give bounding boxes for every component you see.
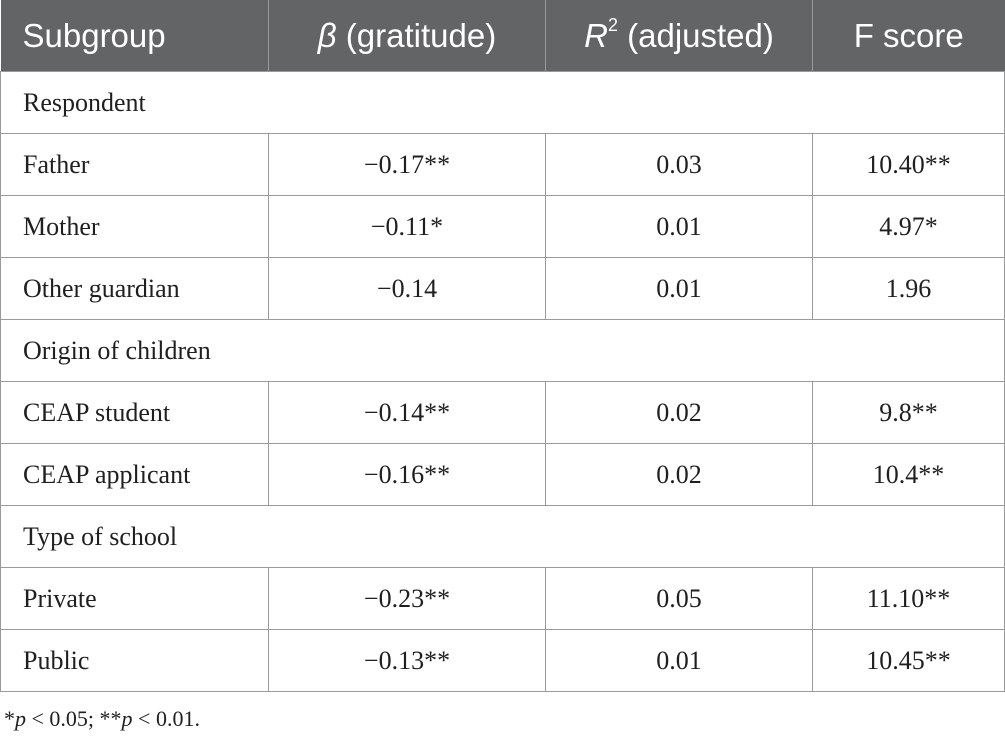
r-squared-cell: 0.02: [545, 443, 813, 506]
header-row: Subgroup β (gratitude) R2 (adjusted) F s…: [0, 0, 1005, 72]
beta-cell: −0.14**: [268, 381, 546, 444]
r-squared-cell: 0.01: [545, 629, 813, 692]
section-row: Type of school: [0, 505, 1005, 568]
f-score-cell: 10.45**: [812, 629, 1005, 692]
row-label: Father: [0, 133, 269, 196]
f-score-cell: 1.96: [812, 257, 1005, 320]
header-f-score-label: F score: [853, 16, 964, 54]
section-row: Respondent: [0, 71, 1005, 134]
table-row: Father −0.17** 0.03 10.40**: [0, 133, 1005, 196]
table-row: Private −0.23** 0.05 11.10**: [0, 567, 1005, 630]
table-row: CEAP student −0.14** 0.02 9.8**: [0, 381, 1005, 444]
footnote-text2: < 0.01.: [132, 706, 200, 731]
f-score-cell: 9.8**: [812, 381, 1005, 444]
section-row: Origin of children: [0, 319, 1005, 382]
beta-cell: −0.23**: [268, 567, 546, 630]
f-score-cell: 11.10**: [812, 567, 1005, 630]
f-score-cell: 4.97*: [812, 195, 1005, 258]
table-row: Other guardian −0.14 0.01 1.96: [0, 257, 1005, 320]
row-label: CEAP applicant: [0, 443, 269, 506]
header-beta: β (gratitude): [268, 0, 546, 72]
section-title: Respondent: [0, 71, 1005, 134]
r-squared-cell: 0.01: [545, 195, 813, 258]
header-beta-label: (gratitude): [336, 16, 497, 54]
row-label: CEAP student: [0, 381, 269, 444]
r-squared-cell: 0.01: [545, 257, 813, 320]
row-label: Public: [0, 629, 269, 692]
header-subgroup: Subgroup: [0, 0, 269, 72]
section-title: Origin of children: [0, 319, 1005, 382]
r-squared-cell: 0.03: [545, 133, 813, 196]
regression-table: Subgroup β (gratitude) R2 (adjusted) F s…: [0, 0, 1005, 692]
footnote-text1: < 0.05; **: [26, 706, 122, 731]
beta-cell: −0.17**: [268, 133, 546, 196]
footnote-p2: p: [121, 706, 133, 731]
section-title: Type of school: [0, 505, 1005, 568]
beta-cell: −0.14: [268, 257, 546, 320]
f-score-cell: 10.40**: [812, 133, 1005, 196]
header-subgroup-label: Subgroup: [22, 16, 166, 54]
f-score-cell: 10.4**: [812, 443, 1005, 506]
table-row: CEAP applicant −0.16** 0.02 10.4**: [0, 443, 1005, 506]
header-beta-symbol: β: [317, 16, 337, 54]
r-squared-cell: 0.05: [545, 567, 813, 630]
header-r-squared: R2 (adjusted): [545, 0, 813, 72]
r-squared-cell: 0.02: [545, 381, 813, 444]
row-label: Other guardian: [0, 257, 269, 320]
beta-cell: −0.13**: [268, 629, 546, 692]
footnote-p1: p: [15, 706, 26, 731]
table-footnote: *p < 0.05; **p < 0.01.: [4, 706, 200, 732]
header-r-superscript: 2: [607, 14, 618, 35]
row-label: Private: [0, 567, 269, 630]
header-f-score: F score: [812, 0, 1005, 72]
footnote-star: *: [4, 706, 15, 731]
header-r-label: (adjusted): [617, 16, 774, 54]
table-body: Respondent Father −0.17** 0.03 10.40** Mother…: [0, 71, 1005, 692]
table-row: Mother −0.11* 0.01 4.97*: [0, 195, 1005, 258]
beta-cell: −0.11*: [268, 195, 546, 258]
header-r-symbol: R: [584, 16, 608, 54]
row-label: Mother: [0, 195, 269, 258]
table-row: Public −0.13** 0.01 10.45**: [0, 629, 1005, 692]
beta-cell: −0.16**: [268, 443, 546, 506]
